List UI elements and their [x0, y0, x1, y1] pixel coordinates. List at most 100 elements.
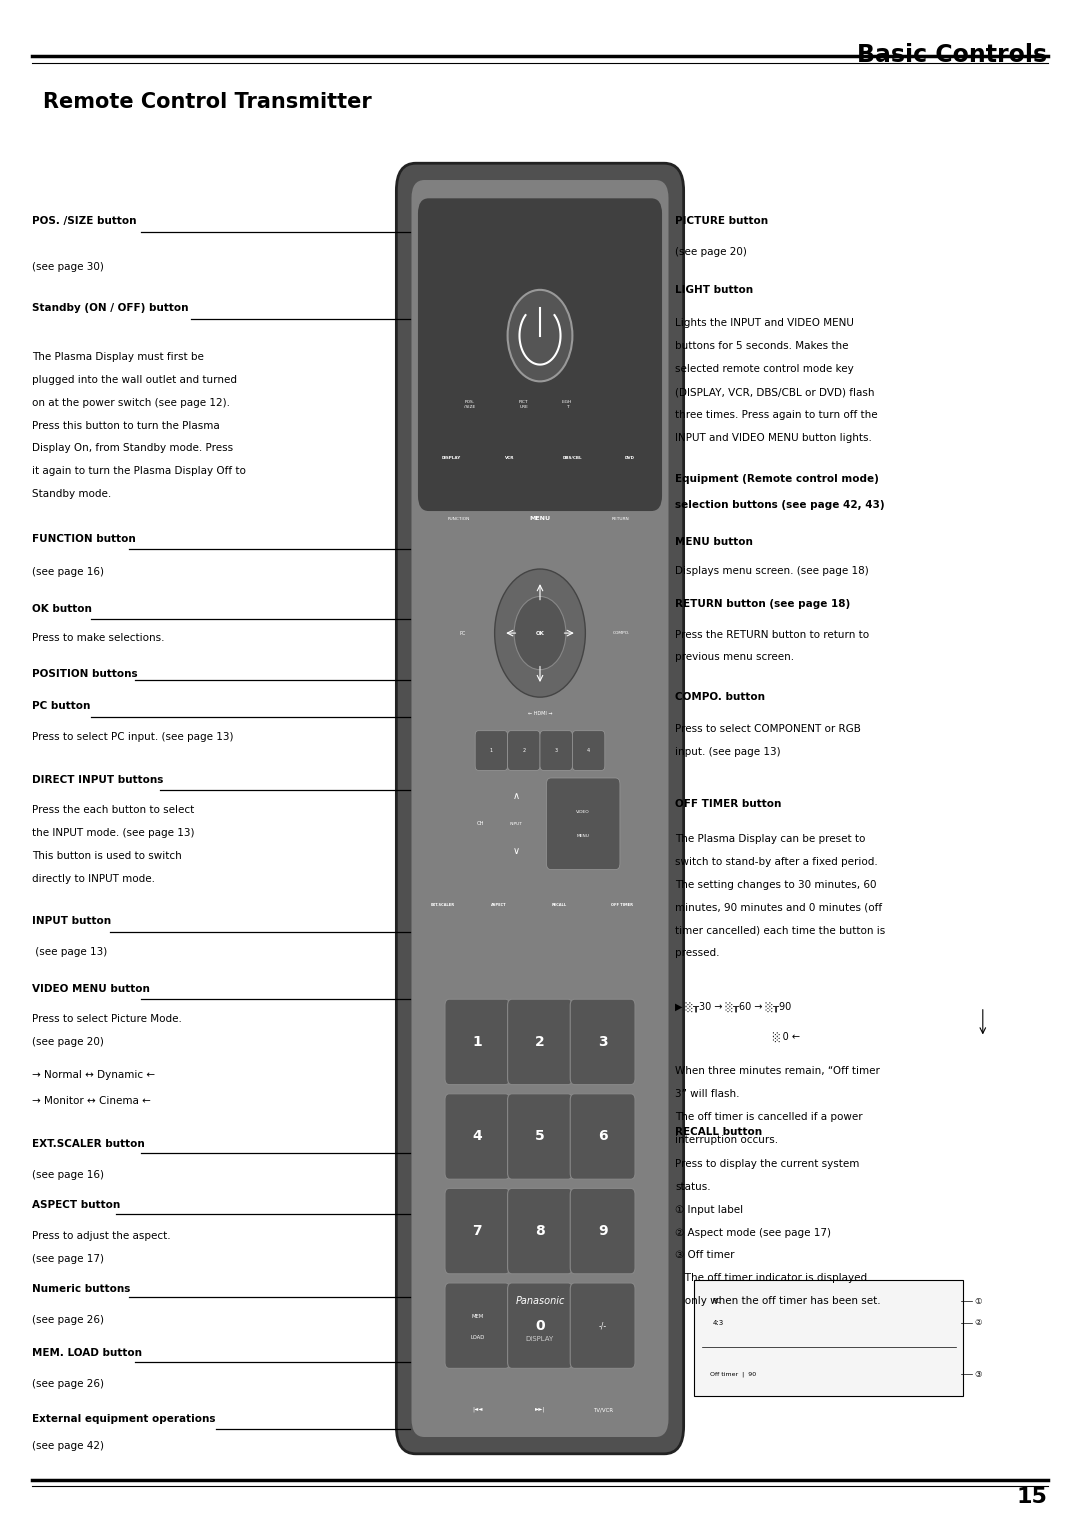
Text: DBS/CBL: DBS/CBL	[563, 455, 582, 460]
Text: PICTURE button: PICTURE button	[675, 215, 768, 226]
Text: POSITION buttons: POSITION buttons	[32, 669, 138, 680]
Text: (see page 17): (see page 17)	[32, 1253, 105, 1264]
FancyBboxPatch shape	[572, 730, 605, 770]
FancyBboxPatch shape	[508, 1284, 572, 1369]
FancyBboxPatch shape	[570, 1189, 635, 1274]
Text: ASPECT button: ASPECT button	[32, 1199, 121, 1210]
Text: OK: OK	[536, 631, 544, 636]
Text: ③ Off timer: ③ Off timer	[675, 1250, 734, 1261]
Text: Press to select PC input. (see page 13): Press to select PC input. (see page 13)	[32, 732, 234, 741]
Text: plugged into the wall outlet and turned: plugged into the wall outlet and turned	[32, 374, 238, 385]
Text: ∧: ∧	[513, 792, 519, 801]
Text: DIRECT INPUT buttons: DIRECT INPUT buttons	[32, 775, 164, 784]
Text: LOAD: LOAD	[470, 1335, 485, 1340]
Text: ②: ②	[974, 1319, 982, 1328]
Text: POS. /SIZE button: POS. /SIZE button	[32, 215, 137, 226]
Text: selected remote control mode key: selected remote control mode key	[675, 364, 854, 374]
Text: The setting changes to 30 minutes, 60: The setting changes to 30 minutes, 60	[675, 880, 877, 889]
Text: OFF TIMER: OFF TIMER	[611, 903, 633, 906]
Text: buttons for 5 seconds. Makes the: buttons for 5 seconds. Makes the	[675, 341, 849, 351]
FancyBboxPatch shape	[445, 1189, 510, 1274]
Text: The off timer indicator is displayed: The off timer indicator is displayed	[675, 1273, 867, 1284]
Circle shape	[495, 568, 585, 697]
FancyBboxPatch shape	[508, 1189, 572, 1274]
Text: it again to turn the Plasma Display Off to: it again to turn the Plasma Display Off …	[32, 466, 246, 477]
Text: VIDEO: VIDEO	[577, 810, 590, 813]
Text: LIGHT button: LIGHT button	[675, 284, 753, 295]
Text: 1: 1	[490, 749, 492, 753]
FancyBboxPatch shape	[570, 1094, 635, 1180]
Text: 1: 1	[472, 1034, 483, 1048]
FancyBboxPatch shape	[508, 730, 540, 770]
Text: Press to select COMPONENT or RGB: Press to select COMPONENT or RGB	[675, 724, 861, 733]
Text: CH: CH	[477, 821, 484, 827]
Text: (see page 20): (see page 20)	[675, 246, 747, 257]
FancyBboxPatch shape	[445, 999, 510, 1085]
Text: (DISPLAY, VCR, DBS/CBL or DVD) flash: (DISPLAY, VCR, DBS/CBL or DVD) flash	[675, 387, 875, 397]
Text: Press to display the current system: Press to display the current system	[675, 1158, 860, 1169]
Text: Press the each button to select: Press the each button to select	[32, 805, 194, 814]
Text: VCR: VCR	[505, 455, 514, 460]
Text: Press to make selections.: Press to make selections.	[32, 633, 165, 643]
Text: 3: 3	[598, 1034, 607, 1048]
FancyBboxPatch shape	[694, 1280, 963, 1397]
Text: RETURN button (see page 18): RETURN button (see page 18)	[675, 599, 850, 610]
Text: VIDEO MENU button: VIDEO MENU button	[32, 984, 150, 993]
Text: TV/VCR: TV/VCR	[593, 1407, 612, 1412]
Text: (see page 26): (see page 26)	[32, 1314, 105, 1325]
Text: ►: ►	[600, 1523, 605, 1528]
Text: interruption occurs.: interruption occurs.	[675, 1135, 778, 1144]
Text: 3” will flash.: 3” will flash.	[675, 1089, 740, 1099]
Text: ② Aspect mode (see page 17): ② Aspect mode (see page 17)	[675, 1227, 831, 1238]
Text: directly to INPUT mode.: directly to INPUT mode.	[32, 874, 156, 883]
Text: INPUT: INPUT	[510, 822, 523, 825]
Text: INPUT button: INPUT button	[32, 917, 111, 926]
Text: 9: 9	[598, 1224, 607, 1238]
Text: ASPECT: ASPECT	[491, 903, 507, 906]
Text: 4:3: 4:3	[713, 1320, 724, 1326]
Text: MENU: MENU	[577, 834, 590, 837]
Text: |◄◄: |◄◄	[472, 1407, 483, 1412]
Text: Press the RETURN button to return to: Press the RETURN button to return to	[675, 630, 869, 640]
FancyBboxPatch shape	[546, 778, 620, 869]
Text: ①: ①	[974, 1297, 982, 1306]
Text: switch to stand-by after a fixed period.: switch to stand-by after a fixed period.	[675, 857, 878, 866]
Text: Displays menu screen. (see page 18): Displays menu screen. (see page 18)	[675, 565, 868, 576]
Text: The Plasma Display can be preset to: The Plasma Display can be preset to	[675, 834, 865, 843]
Text: 7: 7	[473, 1224, 482, 1238]
Text: three times. Press again to turn off the: three times. Press again to turn off the	[675, 410, 878, 420]
Text: (see page 20): (see page 20)	[32, 1038, 105, 1047]
Text: Press this button to turn the Plasma: Press this button to turn the Plasma	[32, 420, 220, 431]
Text: the INPUT mode. (see page 13): the INPUT mode. (see page 13)	[32, 828, 194, 837]
Text: RECALL button: RECALL button	[675, 1128, 762, 1137]
Text: 2: 2	[523, 749, 525, 753]
Text: (see page 30): (see page 30)	[32, 261, 105, 272]
Text: DVD: DVD	[624, 455, 635, 460]
Text: Numeric buttons: Numeric buttons	[32, 1284, 131, 1294]
Text: Panasonic: Panasonic	[515, 1296, 565, 1306]
Text: LIGH
T: LIGH T	[562, 400, 572, 408]
Text: (see page 13): (see page 13)	[32, 947, 108, 957]
FancyBboxPatch shape	[508, 999, 572, 1085]
Text: RETURN: RETURN	[612, 516, 630, 521]
Text: → Monitor ↔ Cinema ←: → Monitor ↔ Cinema ←	[32, 1097, 151, 1106]
Text: COMPO. button: COMPO. button	[675, 692, 765, 703]
Text: 4: 4	[472, 1129, 483, 1143]
Text: minutes, 90 minutes and 0 minutes (off: minutes, 90 minutes and 0 minutes (off	[675, 903, 882, 912]
Text: ← HDMI →: ← HDMI →	[528, 712, 552, 717]
FancyBboxPatch shape	[570, 999, 635, 1085]
Text: INPUT and VIDEO MENU button lights.: INPUT and VIDEO MENU button lights.	[675, 432, 872, 443]
Text: II/►: II/►	[535, 1523, 545, 1528]
Text: 4: 4	[588, 749, 590, 753]
Text: COMPO.: COMPO.	[612, 631, 630, 636]
Text: (see page 42): (see page 42)	[32, 1441, 105, 1452]
FancyBboxPatch shape	[418, 199, 662, 510]
Text: status.: status.	[675, 1181, 711, 1192]
FancyBboxPatch shape	[396, 163, 684, 1453]
Text: MEM. LOAD button: MEM. LOAD button	[32, 1348, 143, 1358]
Text: DISPLAY: DISPLAY	[526, 1337, 554, 1343]
Text: input. (see page 13): input. (see page 13)	[675, 747, 781, 756]
Text: MEM: MEM	[471, 1314, 484, 1319]
Text: PC: PC	[459, 631, 465, 636]
Text: PC: PC	[713, 1299, 721, 1305]
